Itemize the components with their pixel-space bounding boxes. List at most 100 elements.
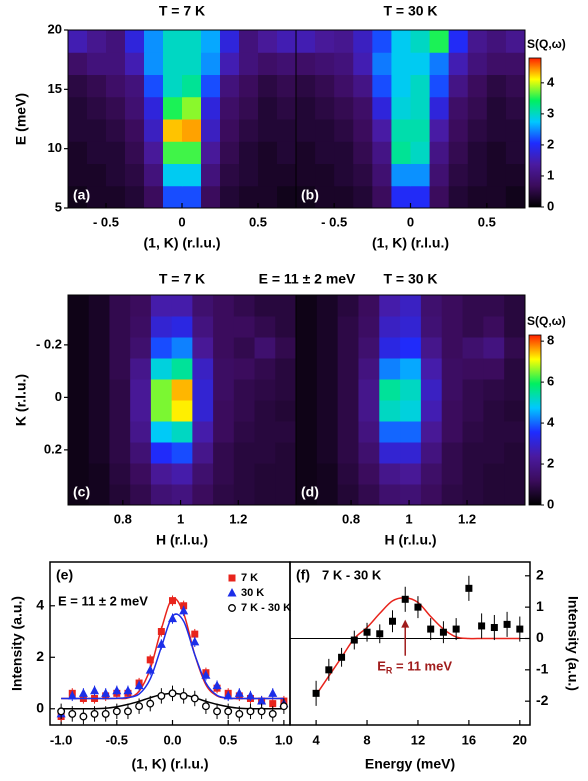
heatmap-cell <box>88 421 110 443</box>
heatmap-cell <box>391 119 411 142</box>
heatmap-cell <box>505 185 526 209</box>
heatmap-cell <box>296 358 318 380</box>
y-tick-label: 0 <box>55 389 62 404</box>
heatmap-cell <box>334 30 354 53</box>
heatmap-cell <box>258 74 278 98</box>
panel-label: (b) <box>301 187 319 203</box>
heatmap-cell <box>163 74 183 98</box>
heatmap-cell <box>441 379 464 401</box>
heatmap-cell <box>150 442 173 464</box>
y-tick-label: - 0.2 <box>36 336 62 351</box>
heatmap-cell <box>192 442 214 464</box>
heatmap-cell <box>391 52 411 75</box>
heatmap-cell <box>505 96 526 120</box>
heatmap-cell <box>277 119 297 142</box>
heatmap-cell <box>483 463 505 485</box>
heatmap-cell <box>448 96 469 120</box>
heatmap-cell <box>391 141 411 164</box>
heatmap-cell <box>316 400 339 422</box>
heatmap-cell <box>353 141 373 164</box>
heatmap-cell <box>379 442 401 464</box>
heatmap-cell <box>277 185 297 209</box>
marker <box>124 707 132 716</box>
heatmap-cell <box>353 185 373 209</box>
heatmap-cell <box>420 337 443 359</box>
heatmap-cell <box>171 400 193 422</box>
heatmap-cell <box>201 119 221 142</box>
heatmap-cell <box>109 400 131 422</box>
panel-title: T = 30 K <box>383 271 437 287</box>
heatmap-cell <box>233 295 256 317</box>
heatmap-cell <box>296 379 318 401</box>
colorbar-tick-label: 2 <box>547 455 554 470</box>
heatmap-cell <box>410 163 431 187</box>
marker <box>79 712 88 721</box>
heatmap-cell <box>420 379 443 401</box>
heatmap-cell <box>144 185 164 209</box>
heatmap-cell <box>334 163 354 187</box>
heatmap-cell <box>504 295 526 317</box>
heatmap-cell <box>258 163 278 187</box>
colorbar-tick-label: 1 <box>547 167 554 182</box>
heatmap-cell <box>334 96 354 120</box>
heatmap-cell <box>239 119 259 142</box>
plot-frame <box>289 561 531 726</box>
heatmap-cell <box>88 337 110 359</box>
heatmap-cell <box>391 30 411 53</box>
heatmap-cell <box>337 484 359 506</box>
heatmap-cell <box>171 379 193 401</box>
subtitle: E = 11 ± 2 meV <box>259 271 356 287</box>
y-axis-label: Intensity (a.u.) <box>565 596 581 691</box>
heatmap-cell <box>192 400 214 422</box>
heatmap-cell <box>316 295 339 317</box>
x-axis-label: Energy (meV) <box>365 756 455 772</box>
heatmap-cell <box>441 358 464 380</box>
heatmap-cell <box>315 163 335 187</box>
heatmap-cell <box>254 421 276 443</box>
heatmap-cell <box>258 52 278 75</box>
heatmap-cell <box>296 421 318 443</box>
heatmap-cell <box>106 141 126 164</box>
marker <box>268 688 278 697</box>
heatmap-cell <box>505 74 526 98</box>
heatmap-cell <box>505 52 526 75</box>
heatmap-cell <box>467 30 488 53</box>
heatmap-cell <box>358 442 380 464</box>
heatmap-cell <box>275 379 297 401</box>
heatmap-cell <box>106 185 126 209</box>
heatmap-cell <box>254 337 276 359</box>
heatmap-cell <box>296 119 316 142</box>
heatmap-cell <box>201 74 221 98</box>
heatmap-cell <box>213 337 235 359</box>
marker <box>376 630 384 638</box>
heatmap-cell <box>429 30 450 53</box>
heatmap-cell <box>429 185 450 209</box>
marker <box>312 689 320 697</box>
heatmap-cell <box>429 74 450 98</box>
heatmap-cell <box>201 52 221 75</box>
heatmap-cell <box>150 484 173 506</box>
heatmap-cell <box>316 337 339 359</box>
heatmap-cell <box>353 119 373 142</box>
heatmap-cell <box>150 337 173 359</box>
heatmap-cell <box>400 316 422 338</box>
heatmap-cell <box>239 74 259 98</box>
heatmap-cell <box>372 141 392 164</box>
heatmap-cell <box>275 337 297 359</box>
heatmap-cell <box>486 96 507 120</box>
heatmap-cell <box>410 74 431 98</box>
heatmap-cell <box>254 379 276 401</box>
heatmap-cell <box>277 30 297 53</box>
panel-label: (f) <box>296 567 310 583</box>
heatmap-cell <box>106 52 126 75</box>
heatmap-cell <box>144 52 164 75</box>
y-axis-label: E (meV) <box>13 93 29 145</box>
heatmap-cell <box>441 400 464 422</box>
heatmap-cell <box>486 30 507 53</box>
heatmap-cell <box>315 96 335 120</box>
heatmap-cell <box>213 379 235 401</box>
marker <box>234 688 244 697</box>
heatmap-cell <box>130 442 152 464</box>
heatmap-cell <box>171 421 193 443</box>
heatmap-cell <box>337 316 359 338</box>
